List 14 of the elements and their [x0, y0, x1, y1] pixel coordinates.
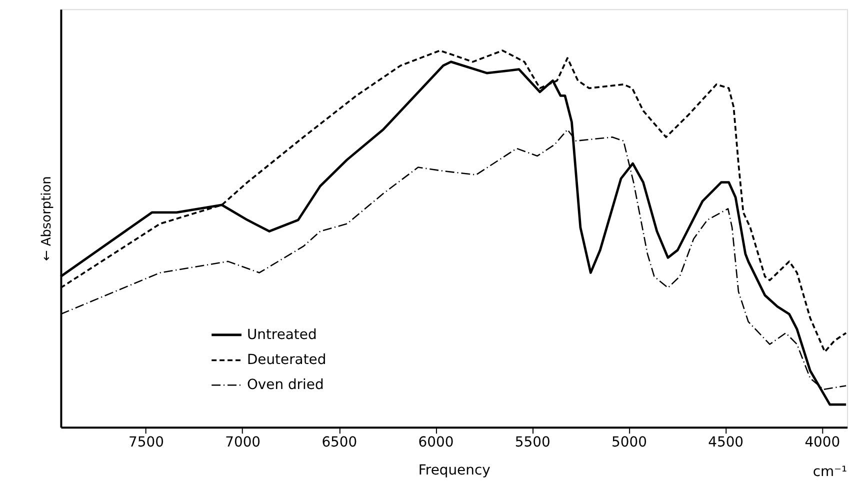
x-tick-label: 7000 [225, 434, 261, 451]
x-axis-title: Frequency [418, 462, 490, 478]
x-tick-label: 4500 [708, 434, 744, 451]
text: cm⁻¹ [812, 464, 848, 480]
x-tick-label: 6500 [322, 434, 358, 451]
x-tick-label: 5500 [514, 434, 550, 451]
legend-label: Oven dried [246, 377, 324, 394]
legend-label: Deuterated [246, 352, 326, 368]
y-axis-title: ← Absorption [39, 176, 54, 262]
x-tick-label: 5000 [612, 434, 647, 451]
x-tick-label: 7500 [128, 434, 164, 451]
legend-label: Untreated [246, 326, 317, 343]
x-tick-label: 6000 [418, 434, 454, 451]
x-tick-label: 4000 [804, 434, 840, 451]
